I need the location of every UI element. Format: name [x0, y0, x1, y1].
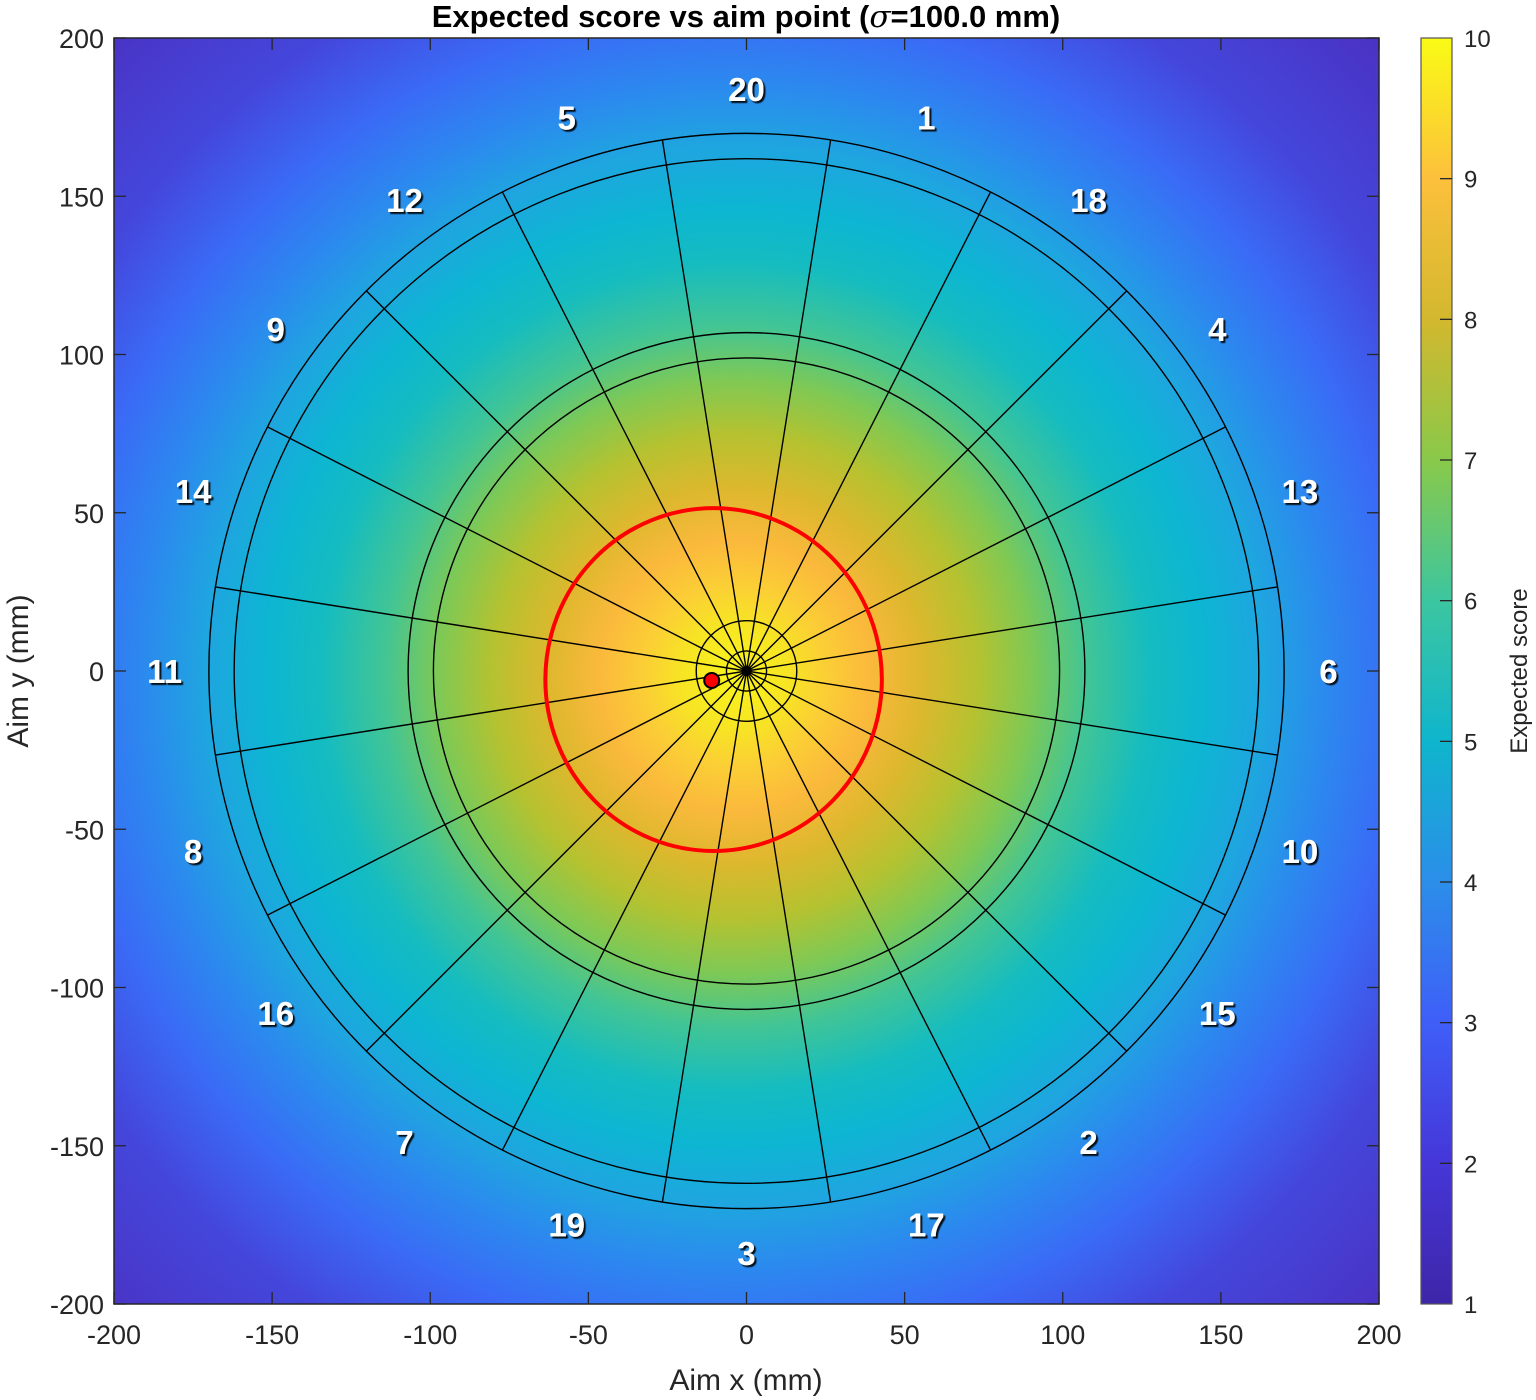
- sector-label-8: 8: [184, 833, 202, 870]
- colorbar-ticks: 1 2 3 4 5 6 7 8 9 10: [1440, 26, 1491, 1319]
- board-ring-5: [233, 157, 1260, 1185]
- sector-wire: [215, 670, 747, 756]
- colorbar: 1 2 3 4 5 6 7 8 9 10 Expected score: [1420, 26, 1533, 1319]
- colorbar-tick-label: 7: [1464, 448, 1477, 475]
- sector-label-5: 5: [558, 100, 576, 137]
- board-ring-2: [695, 620, 798, 722]
- board-ring-1: [725, 650, 768, 692]
- x-tick-label: -100: [403, 1320, 457, 1350]
- y-tick-label: 50: [74, 499, 104, 529]
- y-tick-label: 200: [59, 24, 104, 54]
- board-ring-6: [208, 132, 1285, 1210]
- x-tick-label: -150: [245, 1320, 299, 1350]
- colorbar-tick-label: 8: [1464, 307, 1477, 334]
- colorbar-tick-label: 10: [1464, 26, 1491, 53]
- x-tick-label: 0: [739, 1320, 754, 1350]
- colorbar-tick-label: 3: [1464, 1011, 1477, 1038]
- colorbar-tick-label: 9: [1464, 167, 1477, 194]
- y-axis-label: Aim y (mm): [2, 594, 35, 747]
- sector-wire: [746, 670, 1128, 1052]
- board-ring-3: [432, 357, 1061, 985]
- board-ring-4: [407, 331, 1086, 1011]
- x-axis-label: Aim x (mm): [669, 1364, 822, 1397]
- x-tick-label: 50: [890, 1320, 920, 1350]
- sector-label-2: 2: [1079, 1124, 1097, 1161]
- sector-label-1: 1: [917, 100, 935, 137]
- sector-wire: [746, 426, 1226, 672]
- sector-wire: [661, 139, 748, 672]
- y-tick-label: 0: [89, 657, 104, 687]
- sector-label-13: 13: [1282, 473, 1319, 510]
- sector-label-18: 18: [1070, 182, 1107, 219]
- y-tick-label: -50: [65, 815, 104, 845]
- dartboard-overlay: [208, 132, 1285, 1210]
- sector-wire: [745, 139, 832, 672]
- optimal-region-contour: [543, 506, 884, 853]
- sector-label-6: 6: [1319, 653, 1337, 690]
- y-tick-label: 100: [59, 341, 104, 371]
- plot-area: 20 1 18 4 13 6 10 15 2 17 3 19 7 16 8 11 14 9 12 5: [114, 38, 1379, 1304]
- sector-label-10: 10: [1282, 833, 1319, 870]
- x-tick-label: -200: [87, 1320, 141, 1350]
- colorbar-tick-label: 2: [1464, 1151, 1477, 1178]
- colorbar-tick-label: 5: [1464, 729, 1477, 756]
- y-tick-label: -200: [50, 1290, 104, 1320]
- sector-wire: [746, 670, 1226, 916]
- sector-wire: [745, 670, 992, 1151]
- sector-label-3: 3: [737, 1235, 755, 1272]
- colorbar-label: Expected score: [1506, 588, 1533, 753]
- bullseye-center-dot: [741, 666, 752, 676]
- sector-label-14: 14: [175, 473, 212, 510]
- sector-label-15: 15: [1199, 995, 1236, 1032]
- y-tick-label: -100: [50, 974, 104, 1004]
- sector-wire: [745, 670, 832, 1203]
- sector-label-7: 7: [395, 1124, 413, 1161]
- y-tick-label: 150: [59, 182, 104, 212]
- colorbar-tick-label: 1: [1464, 1292, 1477, 1319]
- sector-wire: [746, 586, 1278, 672]
- x-axis-ticks: -200 -150 -100 -50 0 50 100 150 200: [87, 38, 1402, 1350]
- sector-wire: [501, 191, 748, 672]
- sector-label-12: 12: [386, 182, 423, 219]
- sector-labels: 20 1 18 4 13 6 10 15 2 17 3 19 7 16 8 11 14 9 12 5: [147, 71, 1337, 1272]
- optimal-aim-marker[interactable]: [703, 671, 721, 689]
- x-tick-label: 150: [1198, 1320, 1243, 1350]
- colorbar-tick-label: 4: [1464, 870, 1477, 897]
- sector-wire: [267, 670, 747, 916]
- sector-label-4: 4: [1208, 311, 1227, 348]
- sector-label-19: 19: [548, 1206, 585, 1243]
- sector-wire: [661, 670, 748, 1203]
- sector-label-9: 9: [267, 311, 285, 348]
- chart-title: Expected score vs aim point (σ=100.0 mm): [432, 0, 1061, 35]
- sector-wire: [267, 426, 747, 672]
- sector-label-17: 17: [908, 1206, 945, 1243]
- sector-label-20: 20: [728, 71, 765, 108]
- sector-wire: [746, 670, 1278, 756]
- sector-wire: [746, 290, 1128, 672]
- sector-label-16: 16: [257, 995, 294, 1032]
- y-tick-label: -150: [50, 1132, 104, 1162]
- sector-wire: [365, 290, 747, 672]
- sector-wire: [745, 191, 992, 672]
- x-tick-label: -50: [569, 1320, 608, 1350]
- colorbar-bar: [1420, 37, 1453, 1305]
- y-axis-ticks: -200 -150 -100 -50 0 50 100 150 200: [50, 24, 1379, 1320]
- sector-wire: [365, 670, 747, 1052]
- sector-wire: [501, 670, 748, 1151]
- x-tick-label: 100: [1040, 1320, 1085, 1350]
- x-tick-label: 200: [1356, 1320, 1401, 1350]
- colorbar-tick-label: 6: [1464, 589, 1477, 616]
- sector-wire: [215, 586, 747, 672]
- sector-label-11: 11: [147, 653, 182, 690]
